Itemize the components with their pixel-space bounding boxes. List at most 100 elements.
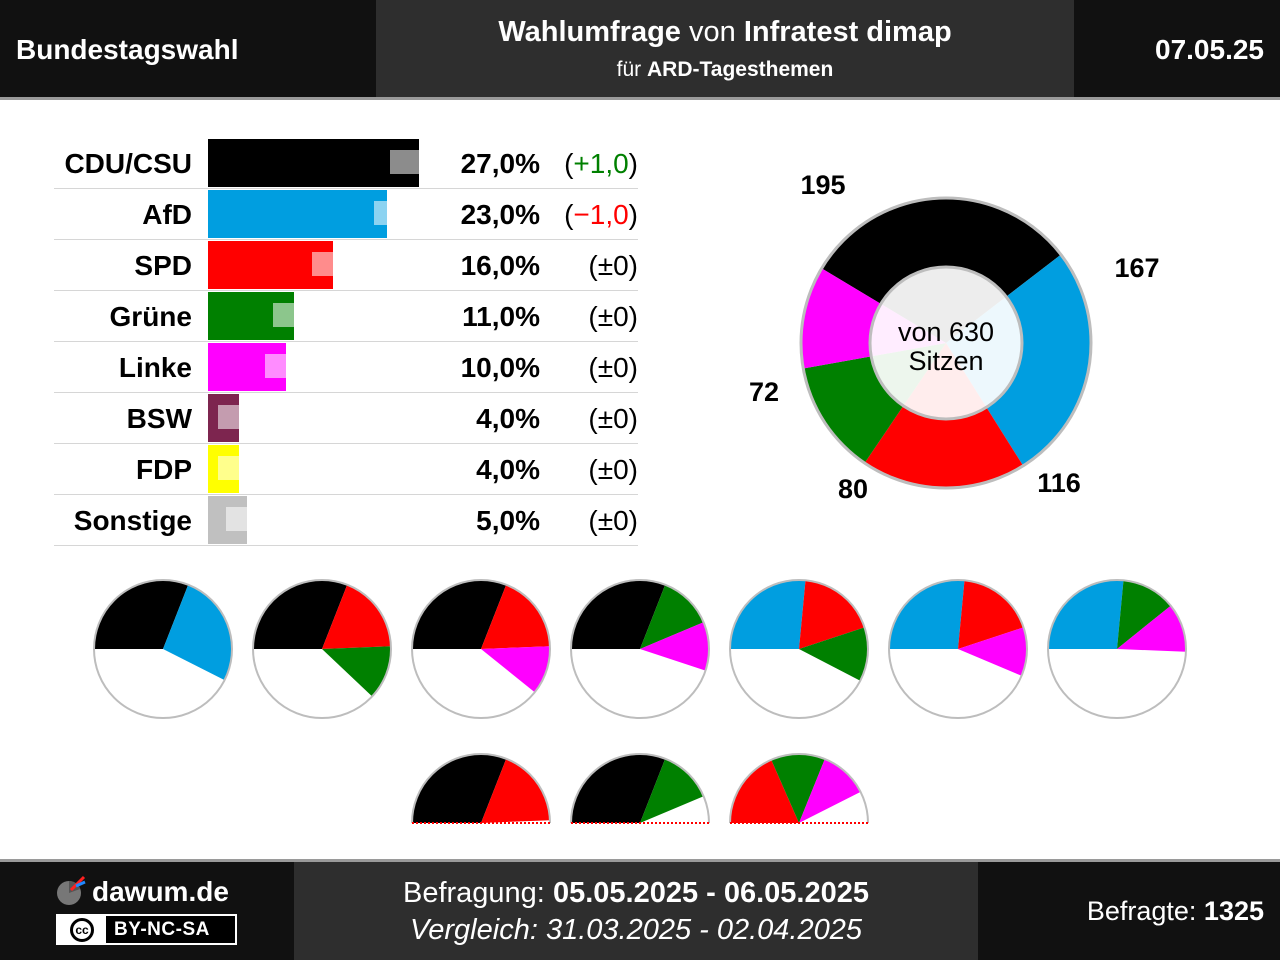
party-change: (±0) <box>588 250 638 281</box>
coalition-slice <box>163 584 232 681</box>
survey-period: Befragung: 05.05.2025 - 06.05.2025 <box>294 877 978 910</box>
dawum-logo-icon <box>57 875 86 905</box>
previous-value-marker <box>311 252 354 276</box>
coalition-outline <box>729 753 869 824</box>
row-separator <box>54 341 638 342</box>
party-row: SPD 16,0% (±0) <box>54 240 638 291</box>
party-name: Sonstige <box>73 505 192 536</box>
row-separator <box>54 545 638 546</box>
coalition-slice <box>1048 580 1124 649</box>
party-change: (±0) <box>588 505 638 536</box>
cc-icon: cc <box>58 916 106 943</box>
party-bar <box>208 139 419 187</box>
header-right-panel: 07.05.25 <box>1074 0 1280 98</box>
previous-value-marker <box>218 405 261 429</box>
party-name: CDU/CSU <box>64 148 192 179</box>
coalition-outline <box>93 579 233 719</box>
row-separator <box>54 188 638 189</box>
party-name: Linke <box>118 352 192 383</box>
coalition-chart <box>1047 579 1187 719</box>
coalition-slice <box>481 584 550 649</box>
footer-center-panel <box>294 862 978 960</box>
cc-icon-label: cc <box>70 917 94 942</box>
party-bar <box>208 190 388 238</box>
party-percentage: 16,0% <box>460 250 540 281</box>
donut-outline <box>799 196 1093 490</box>
coalition-outline <box>411 579 551 719</box>
party-name: AfD <box>142 199 192 230</box>
party-percentage: 23,0% <box>460 199 540 230</box>
coalition-slice <box>799 759 861 823</box>
party-change: (±0) <box>588 454 638 485</box>
coalition-chart <box>411 579 551 719</box>
row-separator <box>54 239 638 240</box>
survey-period-label: Befragung: <box>402 877 545 909</box>
comparison-period: Vergleich: 31.03.2025 - 02.04.2025 <box>410 914 862 946</box>
coalition-slice <box>481 646 550 693</box>
brand-name: dawum.de <box>92 876 229 907</box>
poll-client-name: ARD-Tagesthemen <box>647 58 834 81</box>
seat-count-label: 116 <box>1037 468 1081 498</box>
party-percentage: 5,0% <box>476 505 540 536</box>
coalition-slice <box>958 627 1027 676</box>
party-change: (+1,0) <box>564 148 638 179</box>
survey-period-value: 05.05.2025 - 06.05.2025 <box>552 877 869 909</box>
license-badge: cc BY-NC-SA <box>56 914 237 945</box>
party-percentage: 11,0% <box>462 301 540 332</box>
coalition-slice <box>1117 580 1171 649</box>
coalition-chart <box>570 579 710 719</box>
previous-value-marker <box>218 456 261 480</box>
seat-count-label: 167 <box>1114 253 1159 283</box>
publication-date: 07.05.25 <box>1155 34 1264 65</box>
coalition-slice <box>640 622 710 671</box>
coalition-chart <box>570 753 710 824</box>
coalition-outline <box>570 579 710 719</box>
footer-divider <box>0 859 1280 862</box>
seat-count-label: 72 <box>749 377 779 407</box>
coalition-chart <box>888 579 1028 719</box>
previous-value-marker <box>265 354 307 378</box>
previous-value-marker <box>374 201 417 225</box>
coalition-slice <box>481 758 550 823</box>
coalition-slice <box>640 758 704 823</box>
coalition-chart <box>252 579 392 719</box>
party-row: Grüne 11,0% (±0) <box>54 291 638 342</box>
header-divider <box>0 97 1280 100</box>
party-percentage: 27,0% <box>460 148 540 179</box>
coalition-outline <box>570 753 710 824</box>
coalition-chart <box>411 753 551 824</box>
election-title: Bundestagswahl <box>16 34 239 65</box>
party-change: (±0) <box>588 403 638 434</box>
coalition-slice <box>958 580 1024 649</box>
party-row: FDP 4,0% (±0) <box>54 444 638 495</box>
row-separator <box>54 494 638 495</box>
seat-count-label: 195 <box>800 170 845 200</box>
party-row: AfD 23,0% (−1,0) <box>54 189 638 240</box>
coalition-chart <box>93 579 233 719</box>
header-left-panel: Bundestagswahl <box>0 0 376 98</box>
seat-count-label: 80 <box>838 474 868 504</box>
coalition-chart <box>729 753 869 824</box>
row-separator <box>54 290 638 291</box>
coalition-outline <box>1047 579 1187 719</box>
coalition-slice <box>640 584 704 649</box>
pollster-name: Infratest dimap <box>743 16 952 48</box>
poll-heading-type: Wahlumfrage <box>498 16 681 48</box>
party-row: BSW 4,0% (±0) <box>54 393 638 444</box>
previous-value-marker <box>272 303 315 327</box>
party-change: (−1,0) <box>564 199 638 230</box>
party-percentage: 10,0% <box>460 352 540 383</box>
coalition-outline <box>729 579 869 719</box>
footer-right-panel <box>978 862 1280 960</box>
coalition-outline <box>252 579 392 719</box>
party-name: SPD <box>134 250 192 281</box>
coalition-slice <box>322 646 391 697</box>
coalition-slice <box>322 584 391 649</box>
coalition-slice <box>730 759 799 823</box>
row-separator <box>54 443 638 444</box>
party-change: (±0) <box>588 301 638 332</box>
coalition-slice <box>730 580 806 649</box>
donut-center <box>868 265 1024 421</box>
coalition-slice <box>771 754 825 823</box>
